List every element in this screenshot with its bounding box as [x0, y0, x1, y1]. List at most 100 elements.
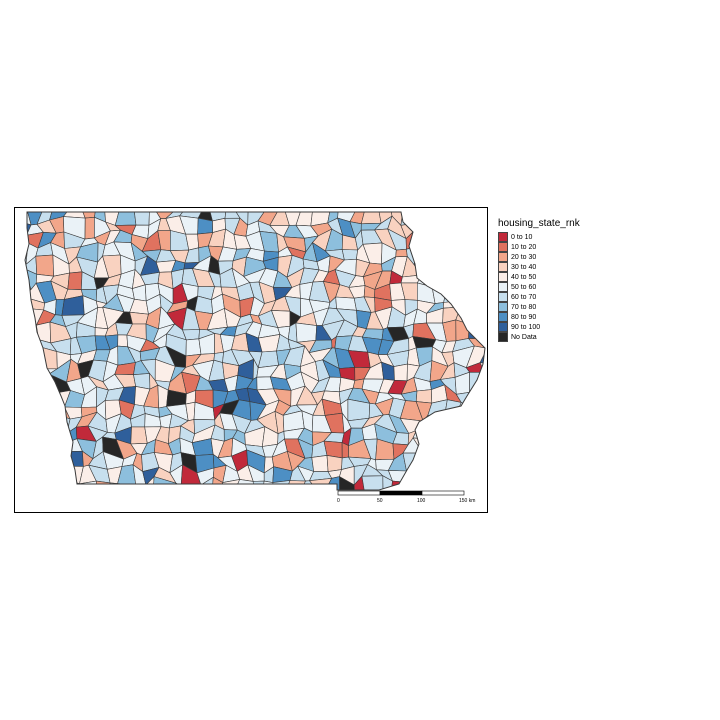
- zip-area: [439, 244, 462, 265]
- zip-area: [468, 281, 485, 301]
- zip-area: [131, 494, 150, 510]
- legend-label: 30 to 40: [511, 263, 537, 271]
- zip-area: [326, 455, 343, 472]
- legend-label: 60 to 70: [511, 293, 537, 301]
- zip-area: [451, 480, 469, 490]
- legend-item: No Data: [498, 332, 580, 342]
- zip-area: [49, 477, 73, 490]
- zip-area: [25, 412, 31, 432]
- zip-area: [17, 508, 30, 512]
- zip-area: [314, 505, 331, 513]
- zip-area: [25, 350, 27, 366]
- zip-area: [415, 389, 433, 404]
- zip-area: [469, 406, 485, 418]
- legend-label: 50 to 60: [511, 283, 537, 291]
- zip-area: [37, 493, 56, 512]
- zip-area: [25, 439, 44, 456]
- zip-area: [430, 254, 448, 278]
- zip-area: [36, 481, 57, 490]
- legend-item: 90 to 100: [498, 322, 580, 332]
- zip-area: [51, 450, 67, 472]
- zip-area: [25, 452, 41, 472]
- zip-area: [479, 243, 485, 261]
- zip-area: [413, 246, 437, 266]
- legend-item: 80 to 90: [498, 312, 580, 322]
- zip-area: [108, 482, 118, 490]
- zip-area: [152, 489, 176, 490]
- zip-area: [68, 496, 80, 508]
- scale-label-0: 0: [337, 498, 340, 504]
- map-frame: 0 50 100 150 km: [14, 207, 488, 513]
- legend-item: 30 to 40: [498, 262, 580, 272]
- zip-area: [467, 481, 485, 490]
- zip-area: [15, 494, 25, 509]
- zip-area: [431, 455, 448, 473]
- zip-area: [429, 502, 445, 512]
- zip-area: [467, 468, 485, 485]
- zip-area: [477, 296, 485, 316]
- zip-area: [25, 423, 44, 442]
- zip-area: [234, 489, 255, 490]
- legend-swatch: [498, 282, 508, 292]
- zip-area: [67, 271, 83, 291]
- scale-label-50: 50: [377, 498, 383, 504]
- zip-area: [456, 281, 473, 301]
- legend-label: 10 to 20: [511, 243, 537, 251]
- zip-area: [479, 254, 485, 272]
- zip-area: [458, 232, 473, 247]
- zip-area: [468, 323, 485, 339]
- zip-area: [391, 497, 408, 510]
- zip-area: [42, 423, 57, 445]
- zip-area: [420, 452, 433, 467]
- zip-area: [471, 270, 485, 289]
- legend-swatch: [498, 322, 508, 332]
- zip-area: [295, 322, 318, 343]
- zip-area: [284, 504, 304, 512]
- legend-swatch: [498, 232, 508, 242]
- zip-area: [25, 436, 27, 454]
- zip-area: [330, 507, 345, 512]
- zip-area: [25, 363, 41, 380]
- zip-area: [248, 504, 261, 512]
- zip-area: [452, 451, 475, 473]
- zip-area: [212, 502, 222, 512]
- legend-title: housing_state_rnk: [498, 218, 580, 229]
- zip-area: [414, 229, 436, 249]
- zip-area: [212, 493, 223, 510]
- legend-items: 0 to 10 10 to 20 20 to 30 30 to 40 40 to 50 5…: [498, 232, 580, 342]
- zip-area: [477, 454, 485, 474]
- zip-area: [472, 425, 485, 448]
- zip-area: [427, 424, 449, 446]
- legend: housing_state_rnk 0 to 10 10 to 20 20 to 3…: [498, 218, 580, 342]
- zip-area: [25, 332, 28, 352]
- scale-label-150: 150 km: [459, 498, 475, 504]
- zip-area: [458, 212, 474, 227]
- zip-area: [486, 491, 487, 511]
- zip-area: [440, 224, 463, 234]
- zip-area: [447, 476, 463, 490]
- zip-area: [272, 480, 291, 490]
- zip-area: [443, 288, 463, 303]
- zip-area: [452, 425, 476, 448]
- zip-area: [458, 243, 476, 265]
- zip-area: [355, 497, 366, 511]
- zip-area: [141, 489, 156, 490]
- zip-area: [260, 489, 280, 490]
- legend-item: 10 to 20: [498, 242, 580, 252]
- zip-area: [456, 270, 473, 291]
- zip-area: [468, 296, 485, 315]
- legend-label: 70 to 80: [511, 303, 537, 311]
- zip-area: [469, 453, 485, 473]
- zip-area: [335, 296, 357, 311]
- zip-area: [413, 254, 437, 278]
- zip-area: [456, 503, 471, 512]
- legend-label: 0 to 10: [511, 233, 533, 241]
- zip-area: [156, 505, 169, 512]
- zip-area: [76, 492, 97, 510]
- zip-area: [219, 489, 240, 490]
- zip-area: [442, 503, 460, 512]
- zip-area: [440, 451, 460, 473]
- zip-area: [479, 345, 485, 367]
- zip-area: [64, 450, 84, 467]
- zip-area: [42, 399, 60, 416]
